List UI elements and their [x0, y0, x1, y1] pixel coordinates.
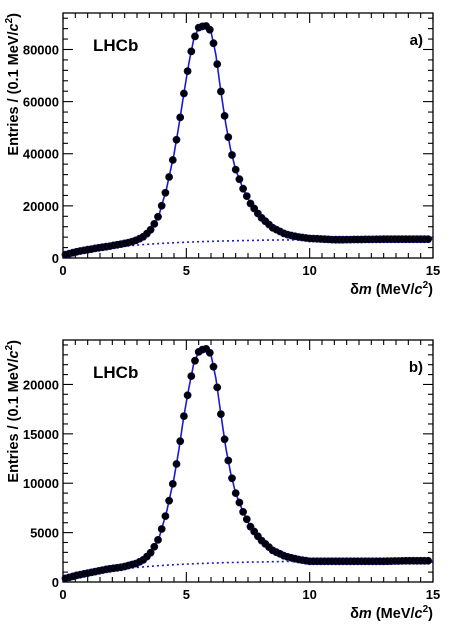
- x-tick-label: 15: [426, 263, 440, 278]
- panel-label: b): [409, 359, 423, 376]
- data-point: [150, 219, 159, 228]
- data-point: [235, 175, 244, 184]
- data-point: [209, 39, 218, 48]
- x-tick-label: 5: [183, 263, 190, 278]
- data-point: [242, 192, 251, 200]
- y-tick-label: 20000: [23, 199, 59, 214]
- experiment-label: LHCb: [93, 36, 138, 55]
- x-tick-label: 5: [183, 587, 190, 602]
- data-point: [172, 460, 181, 468]
- data-point: [191, 32, 199, 41]
- data-point: [213, 383, 222, 392]
- data-point: [165, 173, 173, 181]
- total-fit-line: [62, 25, 433, 257]
- background-fit-line: [62, 559, 433, 580]
- experiment-label: LHCb: [93, 363, 138, 382]
- x-axis-label: δm (MeV/c2): [350, 280, 433, 298]
- data-point: [165, 496, 173, 505]
- y-axis-label: Entries / (0.1 MeV/c2): [4, 13, 22, 156]
- data-point: [224, 456, 233, 465]
- data-point: [176, 113, 185, 122]
- data-point: [239, 507, 247, 516]
- data-point: [176, 437, 185, 446]
- x-tick-label: 10: [302, 587, 316, 602]
- chart-panel-a: 0 5 10 15 0 20000 40000 60000 80000 δm (MeV/c2) En…: [4, 12, 440, 298]
- data-point: [424, 235, 432, 244]
- data-point: [220, 112, 229, 120]
- data-point: [179, 412, 188, 420]
- data-point: [235, 498, 244, 507]
- chart-panel-b: 0 5 10 15 0 5000 10000 15000 20000 δm (MeV/c2) Ent…: [4, 339, 440, 622]
- data-point: [205, 25, 214, 34]
- x-tick-label: 10: [302, 263, 316, 278]
- data-point: [239, 184, 247, 193]
- data-point: [231, 165, 240, 174]
- data-point: [242, 515, 251, 524]
- x-tick-label: 0: [59, 263, 66, 278]
- data-point: [191, 356, 199, 365]
- y-tick-label: 10000: [23, 476, 59, 491]
- data-point: [161, 188, 170, 197]
- data-point: [224, 133, 233, 141]
- x-tick-label: 0: [59, 587, 66, 602]
- data-point: [157, 201, 166, 210]
- y-tick-label: 15000: [23, 427, 59, 442]
- y-axis-label: Entries / (0.1 MeV/c2): [4, 340, 22, 483]
- data-point: [168, 479, 177, 488]
- data-point: [228, 151, 236, 159]
- y-tick-label: 40000: [23, 147, 59, 162]
- data-point: [157, 525, 166, 533]
- total-fit-line: [62, 348, 433, 580]
- background-fit-line: [62, 238, 433, 257]
- data-point: [216, 410, 225, 418]
- data-point: [154, 212, 162, 221]
- data-point: [146, 548, 155, 557]
- data-point: [146, 225, 155, 234]
- data-point: [228, 474, 236, 483]
- panel-label: a): [410, 32, 423, 49]
- data-point: [209, 362, 218, 371]
- data-point: [179, 89, 188, 98]
- y-tick-label: 20000: [23, 377, 59, 392]
- y-tick-label: 0: [52, 251, 59, 266]
- data-point: [187, 372, 196, 380]
- data-point: [220, 435, 229, 444]
- data-point: [150, 542, 159, 551]
- data-point: [168, 156, 177, 164]
- data-point: [187, 47, 196, 56]
- data-point: [161, 512, 170, 520]
- x-axis-label: δm (MeV/c2): [350, 604, 433, 622]
- y-tick-label: 80000: [23, 42, 59, 57]
- data-point: [231, 489, 240, 497]
- data-point: [213, 60, 222, 68]
- data-point: [424, 556, 432, 565]
- data-point: [172, 135, 181, 144]
- data-point: [183, 67, 192, 75]
- data-point: [154, 536, 162, 544]
- data-point: [216, 87, 225, 96]
- data-point: [205, 348, 214, 357]
- y-tick-label: 5000: [30, 526, 59, 541]
- x-tick-label: 15: [426, 587, 440, 602]
- y-tick-label: 60000: [23, 95, 59, 110]
- y-tick-label: 0: [52, 575, 59, 590]
- data-point: [183, 391, 192, 400]
